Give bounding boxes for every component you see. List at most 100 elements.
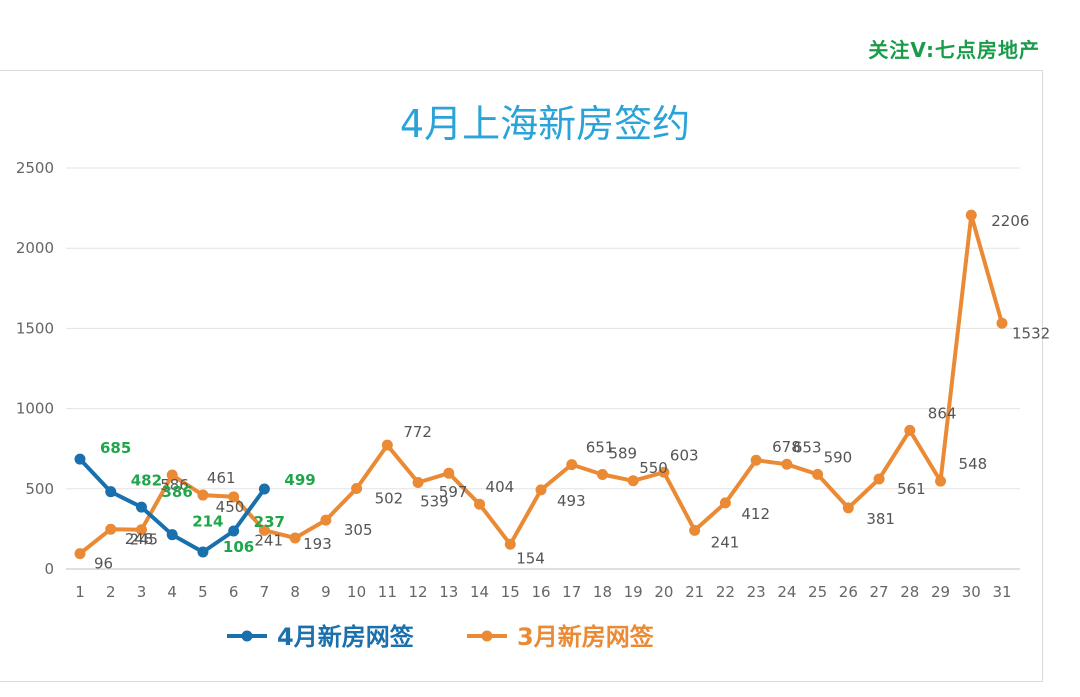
march-data-label: 241 [254, 531, 283, 549]
legend-april-label: 4月新房网签 [277, 623, 415, 651]
march-data-label: 305 [344, 521, 373, 539]
march-data-label: 502 [375, 489, 404, 507]
march-data-label: 412 [741, 505, 770, 523]
x-tick-label: 2 [106, 583, 116, 601]
x-tick-label: 19 [624, 583, 643, 601]
chart-frame [0, 70, 1043, 682]
x-tick-label: 3 [137, 583, 147, 601]
march-data-point [750, 454, 762, 466]
march-data-label: 1532 [1012, 324, 1050, 342]
chart-title: 4月上海新房签约 [400, 102, 690, 146]
april-data-label: 106 [223, 538, 254, 556]
march-data-point [996, 317, 1008, 329]
march-data-point [504, 538, 516, 550]
march-data-label: 381 [866, 510, 895, 528]
march-data-point [965, 209, 977, 221]
x-tick-label: 25 [808, 583, 827, 601]
x-tick-label: 1 [75, 583, 85, 601]
march-data-label: 2206 [991, 212, 1029, 230]
march-data-label: 493 [557, 492, 586, 510]
legend: 4月新房网签 3月新房网签 [227, 623, 655, 651]
march-data-point [935, 475, 947, 487]
x-tick-label: 4 [167, 583, 177, 601]
march-data-point [74, 548, 86, 560]
legend-marker [481, 630, 493, 642]
march-data-point [627, 475, 639, 487]
march-data-label: 154 [516, 549, 545, 567]
y-tick-label: 1500 [16, 319, 54, 337]
x-tick-label: 5 [198, 583, 208, 601]
march-data-point [566, 459, 578, 471]
x-tick-label: 24 [777, 583, 796, 601]
april-data-label: 386 [161, 483, 192, 501]
march-data-label: 678 [772, 438, 801, 456]
x-tick-label: 21 [685, 583, 704, 601]
march-data-label: 586 [160, 476, 189, 494]
march-data-label: 651 [586, 439, 615, 457]
x-tick-label: 10 [347, 583, 366, 601]
march-data-label: 603 [670, 446, 699, 464]
x-tick-label: 15 [501, 583, 520, 601]
march-data-point [596, 469, 608, 481]
legend-march-label: 3月新房网签 [517, 623, 655, 651]
march-data-label: 561 [897, 480, 926, 498]
x-tick-label: 22 [716, 583, 735, 601]
march-data-label: 772 [403, 423, 432, 441]
x-tick-label: 12 [409, 583, 428, 601]
march-data-point [658, 466, 670, 478]
series [74, 209, 1008, 560]
x-tick-label: 13 [439, 583, 458, 601]
x-tick-label: 18 [593, 583, 612, 601]
march-data-label: 590 [824, 448, 853, 466]
march-data-label: 589 [608, 445, 637, 463]
x-tick-label: 8 [290, 583, 300, 601]
x-tick-label: 23 [747, 583, 766, 601]
x-tick-label: 26 [839, 583, 858, 601]
march-data-point [474, 498, 486, 510]
april-data-point [105, 486, 117, 498]
march-data-point [781, 458, 793, 470]
march-data-point [719, 497, 731, 509]
march-data-label: 404 [486, 478, 515, 496]
y-tick-label: 2500 [16, 159, 54, 177]
x-tick-label: 11 [378, 583, 397, 601]
march-data-point [289, 532, 301, 544]
x-tick-label: 16 [531, 583, 550, 601]
april-data-label: 499 [284, 471, 315, 489]
x-tick-label: 30 [962, 583, 981, 601]
x-tick-label: 29 [931, 583, 950, 601]
april-data-point [166, 529, 178, 541]
gridlines [66, 167, 1020, 570]
april-data-point [197, 546, 209, 558]
march-data-label: 550 [639, 459, 668, 477]
march-data-label: 248 [125, 530, 154, 548]
x-tick-label: 31 [992, 583, 1011, 601]
march-data-label: 597 [439, 483, 468, 501]
x-tick-label: 17 [562, 583, 581, 601]
y-tick-label: 1000 [16, 400, 54, 418]
march-data-label: 864 [928, 404, 957, 422]
april-data-point [74, 453, 86, 465]
march-data-label: 450 [216, 498, 245, 516]
march-data-point [258, 524, 270, 536]
legend-marker [241, 630, 253, 642]
march-data-point [904, 424, 916, 436]
april-data-point [258, 483, 270, 495]
march-data-point [197, 489, 209, 501]
march-data-label: 241 [711, 533, 740, 551]
april-data-label: 237 [254, 513, 285, 531]
march-data-point [381, 439, 393, 451]
march-data-label: 548 [959, 455, 988, 473]
april-data-label: 214 [192, 513, 223, 531]
march-data-label: 245 [129, 531, 158, 549]
march-data-label: 96 [94, 555, 113, 573]
march-data-point [842, 502, 854, 514]
march-data-point [689, 524, 701, 536]
x-tick-label: 7 [260, 583, 270, 601]
march-data-label: 193 [303, 535, 332, 553]
y-tick-label: 0 [44, 560, 54, 578]
april-data-label: 685 [100, 439, 131, 457]
march-data-point [135, 524, 147, 536]
march-data-point [873, 473, 885, 485]
